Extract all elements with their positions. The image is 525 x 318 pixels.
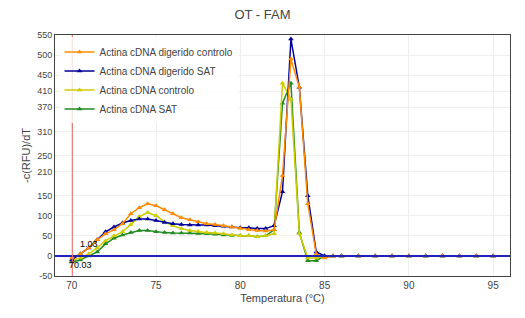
svg-text:-50: -50 bbox=[39, 271, 52, 281]
svg-text:250: 250 bbox=[37, 151, 52, 161]
svg-text:95: 95 bbox=[488, 280, 500, 291]
svg-text:Actina cDNA SAT: Actina cDNA SAT bbox=[100, 104, 178, 115]
svg-text:210: 210 bbox=[37, 167, 52, 177]
svg-text:550: 550 bbox=[37, 30, 52, 40]
svg-text:85: 85 bbox=[319, 280, 331, 291]
svg-text:370: 370 bbox=[37, 102, 52, 112]
svg-text:410: 410 bbox=[37, 86, 52, 96]
svg-text:100: 100 bbox=[37, 211, 52, 221]
svg-text:150: 150 bbox=[37, 191, 52, 201]
svg-text:80: 80 bbox=[235, 280, 247, 291]
svg-text:70.03: 70.03 bbox=[69, 260, 92, 270]
svg-text:90: 90 bbox=[403, 280, 415, 291]
svg-text:50: 50 bbox=[42, 231, 52, 241]
svg-text:Temperatura (°C): Temperatura (°C) bbox=[240, 292, 324, 304]
svg-text:-c(RFU)/dT: -c(RFU)/dT bbox=[20, 128, 32, 183]
svg-text:0: 0 bbox=[47, 251, 52, 261]
svg-text:75: 75 bbox=[151, 280, 163, 291]
svg-text:1.03: 1.03 bbox=[80, 239, 98, 249]
svg-text:Actina cDNA controlo: Actina cDNA controlo bbox=[100, 85, 195, 96]
svg-text:70: 70 bbox=[66, 280, 78, 291]
svg-text:310: 310 bbox=[37, 127, 52, 137]
svg-text:Actina cDNA digerido SAT: Actina cDNA digerido SAT bbox=[100, 66, 216, 77]
svg-text:Actina cDNA digerido controlo: Actina cDNA digerido controlo bbox=[100, 47, 233, 58]
svg-text:450: 450 bbox=[37, 70, 52, 80]
svg-text:OT - FAM: OT - FAM bbox=[234, 7, 290, 22]
svg-text:500: 500 bbox=[37, 50, 52, 60]
